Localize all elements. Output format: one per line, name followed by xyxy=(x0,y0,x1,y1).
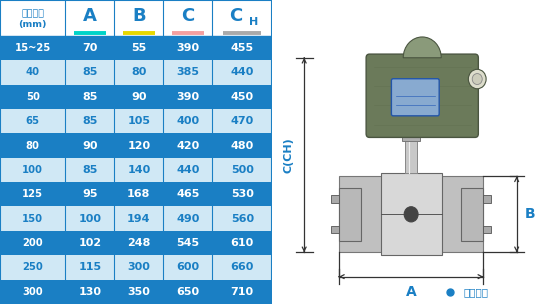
Text: 455: 455 xyxy=(231,43,254,53)
FancyBboxPatch shape xyxy=(366,54,478,137)
Text: 250: 250 xyxy=(23,262,43,272)
Text: 300: 300 xyxy=(23,287,43,297)
Text: H: H xyxy=(249,17,258,26)
Circle shape xyxy=(404,207,418,222)
Text: A: A xyxy=(406,285,416,299)
Bar xyxy=(0,182,272,206)
Text: 115: 115 xyxy=(78,262,101,272)
Text: B: B xyxy=(132,7,146,26)
Text: 80: 80 xyxy=(26,140,40,150)
Text: 150: 150 xyxy=(22,214,43,224)
Text: 50: 50 xyxy=(26,92,40,102)
Circle shape xyxy=(469,69,486,89)
Bar xyxy=(461,188,483,241)
Text: 100: 100 xyxy=(78,214,101,224)
Text: 85: 85 xyxy=(82,92,97,102)
Text: 440: 440 xyxy=(230,67,254,78)
Text: 450: 450 xyxy=(231,92,254,102)
Bar xyxy=(0,206,272,231)
Text: 90: 90 xyxy=(131,92,147,102)
Bar xyxy=(331,226,339,233)
Text: 120: 120 xyxy=(127,140,150,150)
Text: 仪表口径: 仪表口径 xyxy=(21,10,44,19)
Bar xyxy=(405,134,417,173)
Text: 400: 400 xyxy=(177,116,200,126)
Text: (mm): (mm) xyxy=(18,20,47,29)
Text: 248: 248 xyxy=(127,238,151,248)
Text: 610: 610 xyxy=(230,238,254,248)
Bar xyxy=(339,176,483,252)
Bar xyxy=(331,195,339,203)
Bar xyxy=(381,173,442,255)
Text: 500: 500 xyxy=(231,165,254,175)
Bar xyxy=(0,36,272,60)
Bar xyxy=(402,132,420,141)
Text: 560: 560 xyxy=(231,214,254,224)
Text: 470: 470 xyxy=(230,116,254,126)
Text: 490: 490 xyxy=(176,214,200,224)
Text: C: C xyxy=(229,7,242,26)
Circle shape xyxy=(472,74,482,85)
Text: A: A xyxy=(83,7,97,26)
Bar xyxy=(0,85,272,109)
Text: 100: 100 xyxy=(22,165,43,175)
Text: 85: 85 xyxy=(82,67,97,78)
Bar xyxy=(0,60,272,85)
Text: 600: 600 xyxy=(177,262,200,272)
Text: 480: 480 xyxy=(230,140,254,150)
Bar xyxy=(0,109,272,133)
Bar xyxy=(483,195,491,203)
Text: B: B xyxy=(525,207,536,221)
Text: 300: 300 xyxy=(128,262,150,272)
Text: 85: 85 xyxy=(82,165,97,175)
Text: 390: 390 xyxy=(177,92,200,102)
Text: 125: 125 xyxy=(22,189,43,199)
Bar xyxy=(0,158,272,182)
Bar xyxy=(483,226,491,233)
Text: 200: 200 xyxy=(23,238,43,248)
Text: 390: 390 xyxy=(177,43,200,53)
Bar xyxy=(0,231,272,255)
Text: 常规仪表: 常规仪表 xyxy=(464,287,489,297)
Bar xyxy=(0,133,272,158)
Text: 85: 85 xyxy=(82,116,97,126)
Text: 80: 80 xyxy=(131,67,146,78)
Text: 95: 95 xyxy=(82,189,97,199)
Text: 130: 130 xyxy=(78,287,101,297)
Text: 55: 55 xyxy=(131,43,146,53)
Text: 530: 530 xyxy=(231,189,254,199)
Text: 70: 70 xyxy=(82,43,97,53)
Text: 105: 105 xyxy=(128,116,150,126)
Bar xyxy=(0,0,272,36)
Text: 545: 545 xyxy=(177,238,200,248)
Text: 140: 140 xyxy=(127,165,151,175)
Text: 102: 102 xyxy=(78,238,101,248)
Text: C(CH): C(CH) xyxy=(284,137,294,173)
Text: 40: 40 xyxy=(26,67,40,78)
Text: 660: 660 xyxy=(230,262,254,272)
Text: 440: 440 xyxy=(176,165,200,175)
Bar xyxy=(339,188,361,241)
Text: 465: 465 xyxy=(176,189,200,199)
Text: 15~25: 15~25 xyxy=(14,43,51,53)
Text: 65: 65 xyxy=(26,116,40,126)
FancyBboxPatch shape xyxy=(392,79,439,116)
Text: 650: 650 xyxy=(177,287,200,297)
Wedge shape xyxy=(403,37,441,58)
Text: 420: 420 xyxy=(176,140,200,150)
Text: 194: 194 xyxy=(127,214,151,224)
Bar xyxy=(0,280,272,304)
Text: 168: 168 xyxy=(127,189,151,199)
Text: 90: 90 xyxy=(82,140,97,150)
Text: C: C xyxy=(182,7,195,26)
Bar xyxy=(0,255,272,280)
Text: 710: 710 xyxy=(231,287,254,297)
Text: 385: 385 xyxy=(177,67,199,78)
Text: 350: 350 xyxy=(128,287,150,297)
